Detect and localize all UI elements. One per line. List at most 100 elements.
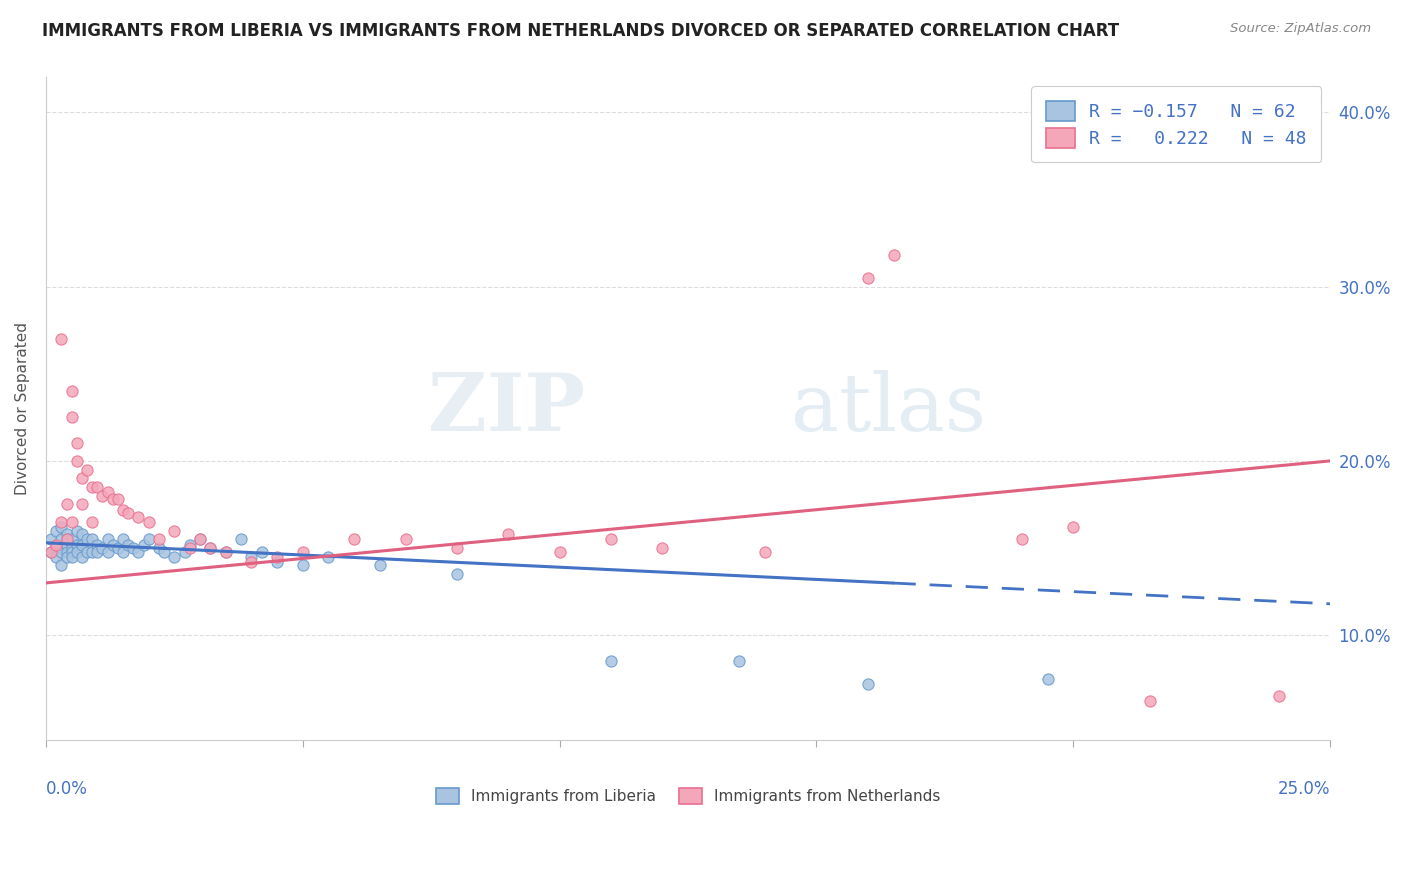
Point (163, 524, 186, 538)
Point (60, 384, 83, 399)
Point (76, 462, 98, 476)
Point (111, 533, 134, 547)
Point (101, 492, 124, 507)
Point (60, 549, 83, 564)
Point (55, 527, 77, 541)
Point (66, 524, 89, 538)
Point (856, 271, 879, 285)
Point (86, 544, 108, 558)
Point (250, 544, 273, 558)
Point (117, 506, 139, 520)
Text: ZIP: ZIP (429, 369, 585, 448)
Point (200, 541, 222, 555)
Point (188, 533, 211, 547)
Point (45, 549, 67, 564)
Point (91, 489, 114, 503)
Point (39, 533, 62, 547)
Text: atlas: atlas (790, 369, 986, 448)
Point (368, 558, 391, 573)
Point (548, 544, 571, 558)
Point (127, 509, 149, 524)
Point (600, 533, 623, 547)
Point (76, 533, 98, 547)
Point (97, 533, 120, 547)
Point (266, 555, 288, 569)
Point (138, 515, 160, 529)
Point (97, 485, 120, 500)
Point (111, 544, 134, 558)
Point (127, 544, 149, 558)
Point (291, 544, 314, 558)
Point (179, 537, 201, 551)
Point (70, 527, 93, 541)
Point (446, 567, 468, 582)
Point (45, 524, 67, 538)
Point (60, 533, 83, 547)
Point (1062, 520, 1084, 534)
Point (122, 541, 145, 555)
Point (51, 558, 73, 573)
Point (318, 549, 340, 564)
Point (51, 544, 73, 558)
Point (148, 541, 170, 555)
Point (132, 537, 155, 551)
Point (97, 544, 120, 558)
Point (173, 544, 195, 558)
Y-axis label: Divorced or Separated: Divorced or Separated (15, 322, 30, 495)
Point (60, 515, 83, 529)
Point (55, 533, 77, 547)
Point (728, 654, 751, 668)
Point (45, 537, 67, 551)
Point (1036, 672, 1059, 686)
Text: IMMIGRANTS FROM LIBERIA VS IMMIGRANTS FROM NETHERLANDS DIVORCED OR SEPARATED COR: IMMIGRANTS FROM LIBERIA VS IMMIGRANTS FR… (42, 22, 1119, 40)
Point (856, 677, 879, 691)
Point (394, 533, 416, 547)
Point (55, 533, 77, 547)
Point (55, 498, 77, 512)
Point (86, 480, 108, 494)
Point (91, 541, 114, 555)
Point (107, 541, 129, 555)
Point (754, 544, 776, 558)
Point (70, 549, 93, 564)
Point (163, 549, 186, 564)
Point (39, 544, 62, 558)
Point (60, 544, 83, 558)
Point (231, 533, 253, 547)
Legend: Immigrants from Liberia, Immigrants from Netherlands: Immigrants from Liberia, Immigrants from… (429, 780, 948, 812)
Point (70, 471, 93, 485)
Text: Source: ZipAtlas.com: Source: ZipAtlas.com (1230, 22, 1371, 36)
Point (45, 541, 67, 555)
Point (1139, 694, 1161, 708)
Point (651, 541, 673, 555)
Point (266, 549, 288, 564)
Text: 0.0%: 0.0% (46, 780, 87, 797)
Point (70, 537, 93, 551)
Point (66, 454, 89, 468)
Point (498, 527, 520, 541)
Point (215, 544, 238, 558)
Point (51, 515, 73, 529)
Point (1268, 689, 1291, 703)
Point (82, 533, 104, 547)
Point (86, 537, 108, 551)
Point (148, 533, 170, 547)
Point (51, 332, 73, 346)
Point (70, 498, 93, 512)
Point (39, 544, 62, 558)
Point (60, 541, 83, 555)
Point (446, 541, 468, 555)
Point (82, 515, 104, 529)
Point (55, 537, 77, 551)
Text: 25.0%: 25.0% (1278, 780, 1330, 797)
Point (343, 533, 366, 547)
Point (66, 537, 89, 551)
Point (188, 533, 211, 547)
Point (51, 533, 73, 547)
Point (153, 544, 176, 558)
Point (101, 537, 124, 551)
Point (179, 541, 201, 555)
Point (111, 502, 134, 516)
Point (117, 537, 139, 551)
Point (51, 520, 73, 534)
